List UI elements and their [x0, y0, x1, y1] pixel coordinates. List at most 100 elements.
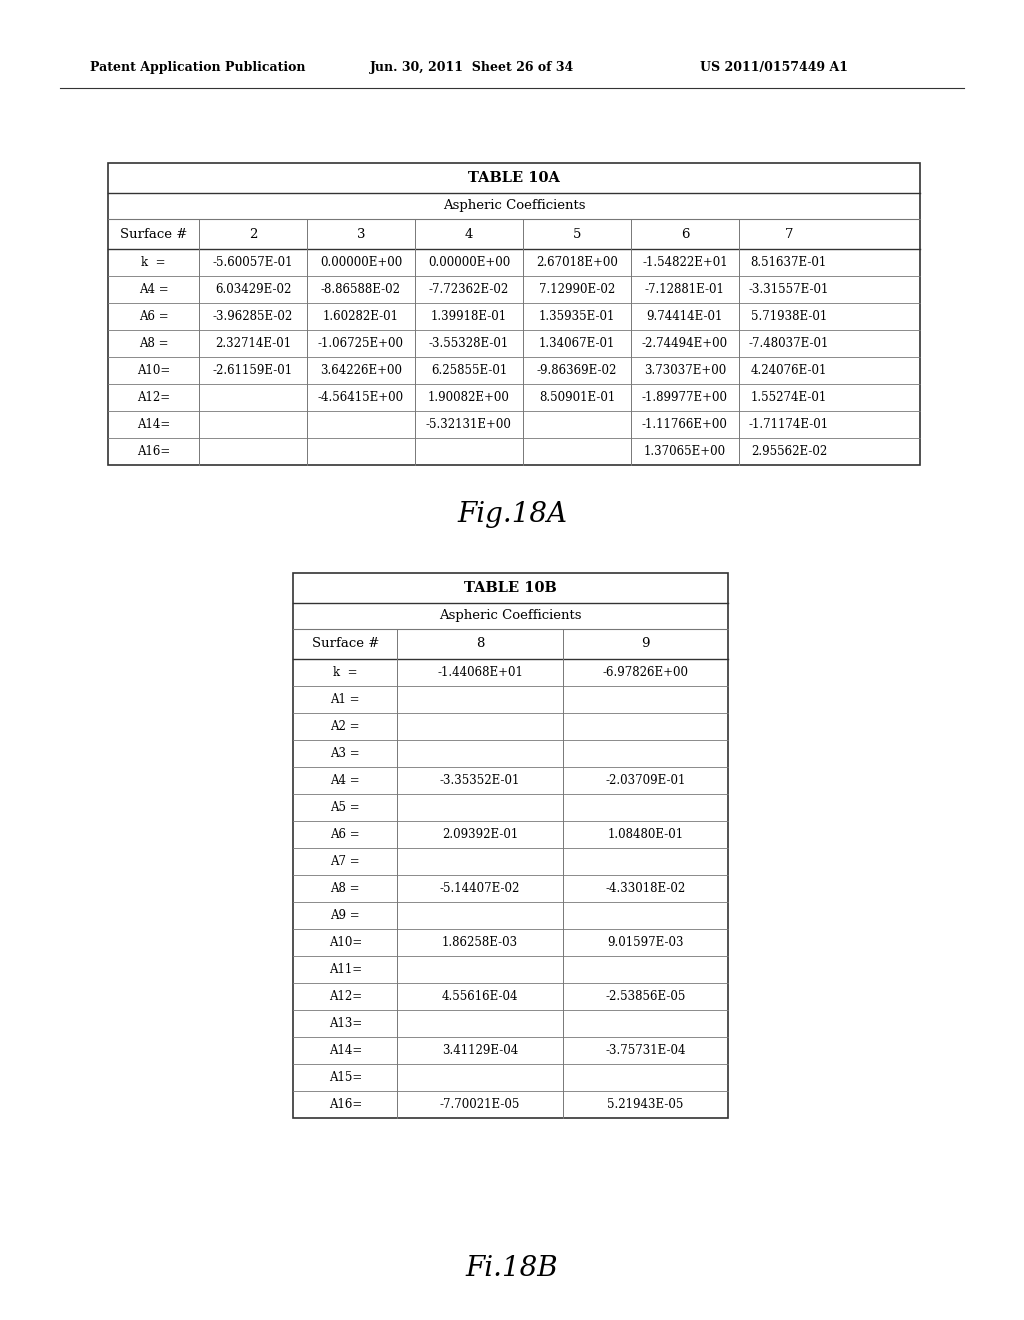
Text: 1.08480E-01: 1.08480E-01	[607, 828, 683, 841]
Text: A10=: A10=	[329, 936, 361, 949]
Text: -1.71174E-01: -1.71174E-01	[749, 418, 828, 432]
Text: -6.97826E+00: -6.97826E+00	[602, 667, 688, 678]
Text: 4: 4	[465, 227, 473, 240]
Text: 6.25855E-01: 6.25855E-01	[431, 364, 507, 378]
Text: -1.06725E+00: -1.06725E+00	[317, 337, 403, 350]
Text: A4 =: A4 =	[138, 282, 168, 296]
Text: -7.70021E-05: -7.70021E-05	[440, 1098, 520, 1111]
Text: Aspheric Coefficients: Aspheric Coefficients	[442, 199, 586, 213]
Text: 0.00000E+00: 0.00000E+00	[428, 256, 510, 269]
Text: 9.74414E-01: 9.74414E-01	[647, 310, 723, 323]
Bar	[293, 573, 728, 1118]
Text: A9 =: A9 =	[331, 909, 360, 921]
Text: A1 =: A1 =	[331, 693, 360, 706]
Text: A12=: A12=	[329, 990, 361, 1003]
Text: -1.11766E+00: -1.11766E+00	[642, 418, 728, 432]
Text: A16=: A16=	[329, 1098, 361, 1111]
Text: 2.32714E-01: 2.32714E-01	[215, 337, 291, 350]
Text: Patent Application Publication: Patent Application Publication	[90, 62, 305, 74]
Text: 9.01597E-03: 9.01597E-03	[607, 936, 684, 949]
Text: 7.12990E-02: 7.12990E-02	[539, 282, 615, 296]
Text: -5.14407E-02: -5.14407E-02	[440, 882, 520, 895]
Text: -1.54822E+01: -1.54822E+01	[642, 256, 728, 269]
Text: 3.73037E+00: 3.73037E+00	[644, 364, 726, 378]
Text: A15=: A15=	[329, 1071, 361, 1084]
Text: A4 =: A4 =	[331, 774, 360, 787]
Text: 8.50901E-01: 8.50901E-01	[539, 391, 615, 404]
Text: 5: 5	[572, 227, 581, 240]
Text: TABLE 10B: TABLE 10B	[464, 581, 557, 595]
Text: A11=: A11=	[329, 964, 361, 975]
Text: -5.60057E-01: -5.60057E-01	[213, 256, 293, 269]
Text: A14=: A14=	[137, 418, 170, 432]
Text: 7: 7	[784, 227, 794, 240]
Text: A8 =: A8 =	[138, 337, 168, 350]
Text: 3.64226E+00: 3.64226E+00	[319, 364, 402, 378]
Text: -8.86588E-02: -8.86588E-02	[321, 282, 401, 296]
Text: 1.86258E-03: 1.86258E-03	[442, 936, 518, 949]
Text: -5.32131E+00: -5.32131E+00	[426, 418, 512, 432]
Text: A14=: A14=	[329, 1044, 361, 1057]
Text: -7.12881E-01: -7.12881E-01	[645, 282, 725, 296]
Text: k  =: k =	[333, 667, 357, 678]
Text: Aspheric Coefficients: Aspheric Coefficients	[439, 610, 582, 623]
Text: k  =: k =	[141, 256, 166, 269]
Text: 5.71938E-01: 5.71938E-01	[751, 310, 827, 323]
Text: -1.89977E+00: -1.89977E+00	[642, 391, 728, 404]
Text: 9: 9	[641, 638, 649, 651]
Text: 0.00000E+00: 0.00000E+00	[319, 256, 402, 269]
Text: Jun. 30, 2011  Sheet 26 of 34: Jun. 30, 2011 Sheet 26 of 34	[370, 62, 574, 74]
Text: -3.31557E-01: -3.31557E-01	[749, 282, 829, 296]
Text: -2.61159E-01: -2.61159E-01	[213, 364, 293, 378]
Text: US 2011/0157449 A1: US 2011/0157449 A1	[700, 62, 848, 74]
Text: 3: 3	[356, 227, 366, 240]
Text: A3 =: A3 =	[331, 747, 360, 760]
Text: -4.56415E+00: -4.56415E+00	[317, 391, 404, 404]
Text: A7 =: A7 =	[331, 855, 360, 869]
Text: 1.55274E-01: 1.55274E-01	[751, 391, 827, 404]
Text: TABLE 10A: TABLE 10A	[468, 172, 560, 185]
Text: 2: 2	[249, 227, 257, 240]
Text: A16=: A16=	[137, 445, 170, 458]
Text: 8.51637E-01: 8.51637E-01	[751, 256, 827, 269]
Text: Surface #: Surface #	[311, 638, 379, 651]
Text: 6.03429E-02: 6.03429E-02	[215, 282, 291, 296]
Text: 1.90082E+00: 1.90082E+00	[428, 391, 510, 404]
Text: -1.44068E+01: -1.44068E+01	[437, 667, 523, 678]
Text: Surface #: Surface #	[120, 227, 187, 240]
Text: A6 =: A6 =	[331, 828, 360, 841]
Text: 1.35935E-01: 1.35935E-01	[539, 310, 615, 323]
Text: A6 =: A6 =	[138, 310, 168, 323]
Text: -7.48037E-01: -7.48037E-01	[749, 337, 829, 350]
Text: -3.96285E-02: -3.96285E-02	[213, 310, 293, 323]
Text: -3.35352E-01: -3.35352E-01	[440, 774, 520, 787]
Text: A13=: A13=	[329, 1016, 361, 1030]
Text: -2.53856E-05: -2.53856E-05	[605, 990, 685, 1003]
Text: -2.03709E-01: -2.03709E-01	[605, 774, 685, 787]
Text: -4.33018E-02: -4.33018E-02	[605, 882, 685, 895]
Text: -2.74494E+00: -2.74494E+00	[642, 337, 728, 350]
Text: 4.24076E-01: 4.24076E-01	[751, 364, 827, 378]
Text: 6: 6	[681, 227, 689, 240]
Text: 1.60282E-01: 1.60282E-01	[323, 310, 399, 323]
Text: -3.75731E-04: -3.75731E-04	[605, 1044, 686, 1057]
Text: 1.34067E-01: 1.34067E-01	[539, 337, 615, 350]
Text: 2.67018E+00: 2.67018E+00	[536, 256, 617, 269]
Text: Fi.18B: Fi.18B	[466, 1254, 558, 1282]
Text: Fig.18A: Fig.18A	[457, 502, 567, 528]
Text: -7.72362E-02: -7.72362E-02	[429, 282, 509, 296]
Text: 8: 8	[476, 638, 484, 651]
Text: A8 =: A8 =	[331, 882, 360, 895]
Text: 4.55616E-04: 4.55616E-04	[441, 990, 518, 1003]
Text: A2 =: A2 =	[331, 719, 360, 733]
Text: 2.95562E-02: 2.95562E-02	[751, 445, 827, 458]
Text: A5 =: A5 =	[331, 801, 360, 814]
Text: -3.55328E-01: -3.55328E-01	[429, 337, 509, 350]
Text: 2.09392E-01: 2.09392E-01	[442, 828, 518, 841]
Bar	[108, 162, 920, 465]
Text: -9.86369E-02: -9.86369E-02	[537, 364, 617, 378]
Text: A12=: A12=	[137, 391, 170, 404]
Text: 3.41129E-04: 3.41129E-04	[442, 1044, 518, 1057]
Text: 5.21943E-05: 5.21943E-05	[607, 1098, 684, 1111]
Text: 1.37065E+00: 1.37065E+00	[644, 445, 726, 458]
